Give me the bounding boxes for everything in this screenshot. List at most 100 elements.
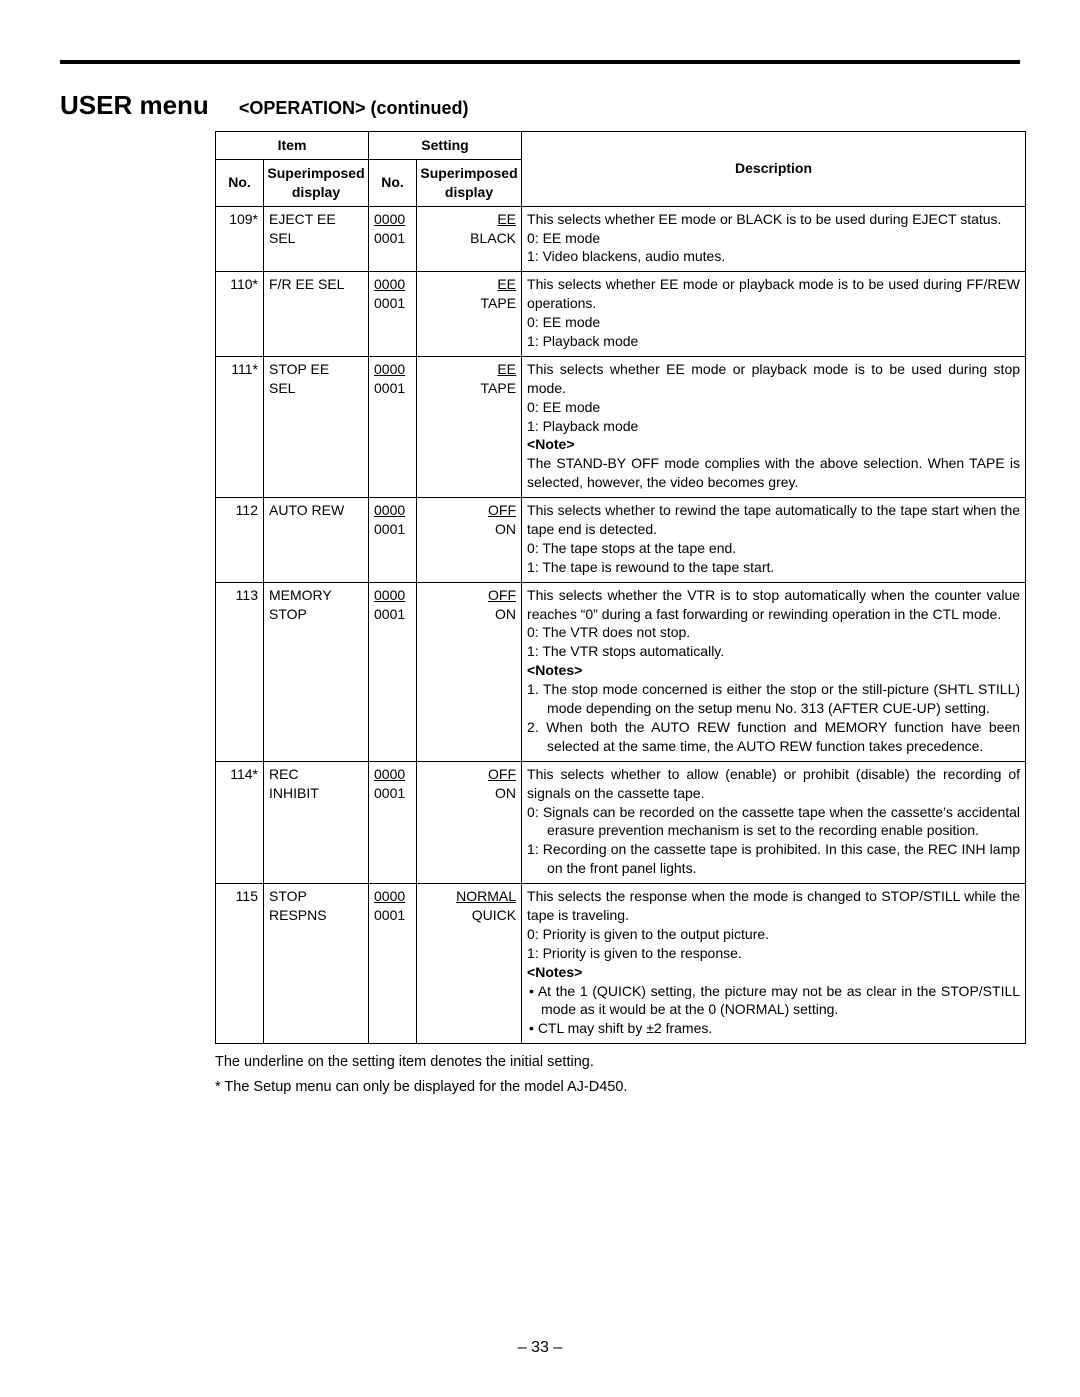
table-row: 112AUTO REW00000001OFFONThis selects whe… [216, 498, 1026, 583]
cell-setting-value: EETAPE [417, 272, 522, 357]
description-line: 0: Priority is given to the output pictu… [527, 925, 1020, 944]
setting-value-line: OFF [422, 586, 516, 605]
setting-value-line: EE [422, 275, 516, 294]
footnote-line: * The Setup menu can only be displayed f… [215, 1075, 1020, 1100]
cell-description: This selects whether to rewind the tape … [522, 498, 1026, 583]
item-line: MEMORY [269, 586, 363, 605]
table-body: 109*EJECT EESEL00000001EEBLACKThis selec… [216, 206, 1026, 1044]
description-line: • CTL may shift by ±2 frames. [527, 1019, 1020, 1038]
description-line: This selects whether EE mode or BLACK is… [527, 210, 1020, 229]
col-header-description: Description [522, 132, 1026, 207]
cell-item-name: F/R EE SEL [264, 272, 369, 357]
col-header-no-2: No. [369, 159, 417, 206]
setting-value-line: BLACK [422, 229, 516, 248]
table-row: 114*RECINHIBIT00000001OFFONThis selects … [216, 761, 1026, 883]
cell-description: This selects whether EE mode or BLACK is… [522, 206, 1026, 272]
cell-setting-value: EETAPE [417, 356, 522, 497]
item-line: SEL [269, 229, 363, 248]
description-line: <Notes> [527, 661, 1020, 680]
setting-value-line: ON [422, 520, 516, 539]
setting-no-line: 0001 [374, 379, 411, 398]
section-title: <OPERATION> (continued) [239, 98, 469, 119]
setting-no-line: 0000 [374, 275, 411, 294]
setting-value-line: ON [422, 784, 516, 803]
description-line: 0: Signals can be recorded on the casset… [527, 803, 1020, 841]
cell-item-no: 109* [216, 206, 264, 272]
item-line: STOP [269, 887, 363, 906]
page-number: – 33 – [0, 1339, 1080, 1357]
description-line: 2. When both the AUTO REW function and M… [527, 718, 1020, 756]
cell-setting-no: 00000001 [369, 498, 417, 583]
cell-description: This selects the response when the mode … [522, 884, 1026, 1044]
setting-no-line: 0000 [374, 586, 411, 605]
setting-no-line: 0000 [374, 765, 411, 784]
table-row: 109*EJECT EESEL00000001EEBLACKThis selec… [216, 206, 1026, 272]
description-line: The STAND-BY OFF mode complies with the … [527, 454, 1020, 492]
description-line: 1: Playback mode [527, 332, 1020, 351]
col-header-super-2: Superimposed display [417, 159, 522, 206]
setting-value-line: OFF [422, 501, 516, 520]
description-line: 0: The tape stops at the tape end. [527, 539, 1020, 558]
description-line: 1: Priority is given to the response. [527, 944, 1020, 963]
cell-item-no: 112 [216, 498, 264, 583]
cell-item-name: STOPRESPNS [264, 884, 369, 1044]
description-line: • At the 1 (QUICK) setting, the picture … [527, 982, 1020, 1020]
cell-item-name: EJECT EESEL [264, 206, 369, 272]
description-line: This selects the response when the mode … [527, 887, 1020, 925]
setting-value-line: EE [422, 210, 516, 229]
setting-no-line: 0001 [374, 294, 411, 313]
cell-item-no: 111* [216, 356, 264, 497]
content-area: Item Setting Description No. Superimpose… [215, 131, 1020, 1099]
setting-value-line: EE [422, 360, 516, 379]
cell-item-name: STOP EESEL [264, 356, 369, 497]
description-line: 1. The stop mode concerned is either the… [527, 680, 1020, 718]
cell-description: This selects whether the VTR is to stop … [522, 582, 1026, 761]
description-line: 0: EE mode [527, 229, 1020, 248]
cell-item-no: 110* [216, 272, 264, 357]
cell-setting-no: 00000001 [369, 206, 417, 272]
setting-value-line: NORMAL [422, 887, 516, 906]
top-rule [60, 60, 1020, 64]
footnote-line: The underline on the setting item denote… [215, 1050, 1020, 1075]
description-line: 0: EE mode [527, 398, 1020, 417]
setting-no-line: 0000 [374, 360, 411, 379]
cell-setting-no: 00000001 [369, 582, 417, 761]
cell-setting-value: OFFON [417, 582, 522, 761]
cell-item-no: 113 [216, 582, 264, 761]
cell-setting-value: OFFON [417, 498, 522, 583]
table-head: Item Setting Description No. Superimpose… [216, 132, 1026, 207]
description-line: 1: Video blackens, audio mutes. [527, 247, 1020, 266]
cell-item-name: MEMORYSTOP [264, 582, 369, 761]
description-line: 1: Recording on the cassette tape is pro… [527, 840, 1020, 878]
col-header-super-1: Superimposed display [264, 159, 369, 206]
setting-value-line: QUICK [422, 906, 516, 925]
item-line: AUTO REW [269, 501, 363, 520]
cell-setting-no: 00000001 [369, 356, 417, 497]
setting-value-line: TAPE [422, 379, 516, 398]
setting-no-line: 0000 [374, 210, 411, 229]
cell-setting-value: NORMALQUICK [417, 884, 522, 1044]
table-row: 111*STOP EESEL00000001EETAPEThis selects… [216, 356, 1026, 497]
description-line: This selects whether EE mode or playback… [527, 275, 1020, 313]
item-line: REC [269, 765, 363, 784]
cell-setting-value: OFFON [417, 761, 522, 883]
page-container: USER menu <OPERATION> (continued) Item S… [0, 0, 1080, 1397]
setting-no-line: 0001 [374, 906, 411, 925]
menu-table: Item Setting Description No. Superimpose… [215, 131, 1026, 1044]
table-row: 115STOPRESPNS00000001NORMALQUICKThis sel… [216, 884, 1026, 1044]
cell-item-name: AUTO REW [264, 498, 369, 583]
cell-description: This selects whether EE mode or playback… [522, 272, 1026, 357]
description-line: 1: Playback mode [527, 417, 1020, 436]
description-line: 1: The VTR stops automatically. [527, 642, 1020, 661]
col-header-no-1: No. [216, 159, 264, 206]
description-line: This selects whether EE mode or playback… [527, 360, 1020, 398]
table-head-row-1: Item Setting Description [216, 132, 1026, 160]
setting-no-line: 0001 [374, 520, 411, 539]
item-line: EJECT EE [269, 210, 363, 229]
description-line: 1: The tape is rewound to the tape start… [527, 558, 1020, 577]
cell-setting-no: 00000001 [369, 884, 417, 1044]
col-header-setting: Setting [369, 132, 522, 160]
cell-item-no: 115 [216, 884, 264, 1044]
header-row: USER menu <OPERATION> (continued) [60, 92, 1020, 119]
description-line: 0: The VTR does not stop. [527, 623, 1020, 642]
